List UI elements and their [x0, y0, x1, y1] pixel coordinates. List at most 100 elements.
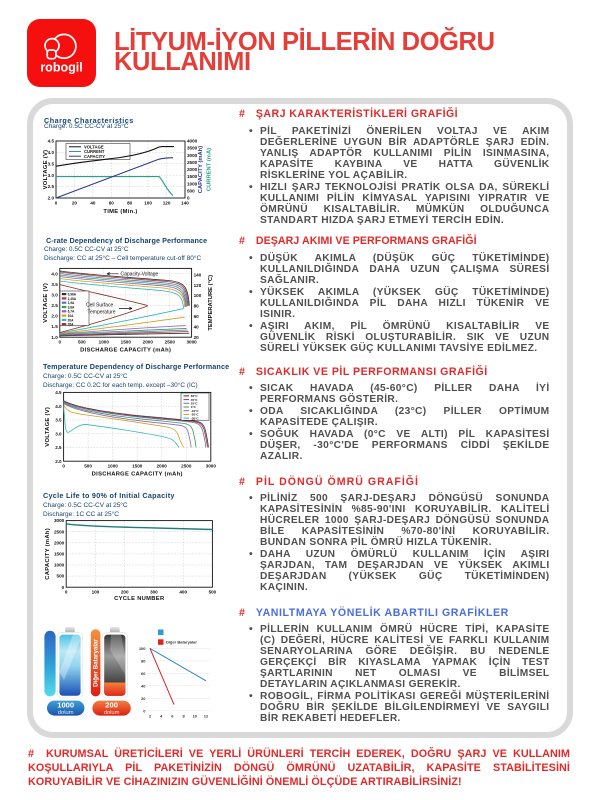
svg-text:2.0: 2.0 — [55, 459, 62, 464]
svg-text:0: 0 — [62, 585, 65, 590]
svg-text:500: 500 — [57, 574, 65, 579]
svg-text:2000: 2000 — [187, 167, 198, 172]
svg-text:1.0: 1.0 — [51, 335, 58, 340]
svg-text:3000: 3000 — [186, 339, 197, 344]
svg-text:2.5: 2.5 — [51, 303, 58, 308]
svg-text:2.5: 2.5 — [55, 445, 62, 450]
svg-text:VOLTAGE: VOLTAGE — [84, 144, 104, 149]
svg-text:40: 40 — [194, 324, 200, 329]
svg-text:100: 100 — [144, 201, 152, 206]
svg-text:1000: 1000 — [108, 463, 119, 468]
svg-text:1.5: 1.5 — [51, 324, 58, 329]
svg-text:300: 300 — [150, 589, 158, 594]
svg-text:1500: 1500 — [54, 552, 65, 557]
svg-text:robogil: robogil — [40, 61, 82, 75]
svg-text:3000: 3000 — [54, 518, 65, 523]
svg-text:80: 80 — [194, 304, 200, 309]
svg-text:1000: 1000 — [187, 181, 198, 186]
svg-text:1000: 1000 — [99, 339, 110, 344]
svg-text:1,45A: 1,45A — [68, 297, 77, 301]
svg-text:3.0: 3.0 — [51, 293, 58, 298]
svg-text:1500: 1500 — [121, 339, 132, 344]
svg-text:3.5: 3.5 — [55, 418, 62, 423]
svg-text:VOLTAGE (V): VOLTAGE (V) — [43, 283, 49, 323]
svg-text:60: 60 — [141, 671, 146, 676]
svg-text:6: 6 — [171, 714, 174, 719]
svg-text:500: 500 — [187, 189, 195, 194]
svg-text:20: 20 — [141, 696, 146, 701]
svg-text:4.0: 4.0 — [51, 271, 58, 276]
svg-text:120: 120 — [194, 283, 202, 288]
svg-text:1000: 1000 — [54, 563, 65, 568]
svg-text:VOLTAGE (V): VOLTAGE (V) — [45, 407, 51, 447]
svg-text:20A: 20A — [68, 318, 75, 322]
svg-text:140: 140 — [181, 201, 189, 206]
svg-text:3.0: 3.0 — [48, 173, 55, 178]
svg-text:CAPACITY (mAh): CAPACITY (mAh) — [198, 146, 204, 194]
svg-text:1,9A: 1,9A — [68, 301, 75, 305]
svg-text:3,8A: 3,8A — [68, 305, 75, 309]
svg-text:0: 0 — [143, 708, 146, 713]
svg-text:40: 40 — [141, 683, 146, 688]
svg-text:6,7A: 6,7A — [68, 310, 75, 314]
svg-text:500: 500 — [84, 463, 92, 468]
svg-text:Diğer Bataryalar: Diğer Bataryalar — [93, 639, 100, 687]
svg-text:400: 400 — [179, 589, 187, 594]
svg-text:dolum: dolum — [104, 710, 120, 716]
svg-text:-20°C: -20°C — [191, 413, 200, 417]
svg-text:0: 0 — [62, 463, 65, 468]
svg-text:80: 80 — [141, 659, 146, 664]
svg-text:3000: 3000 — [206, 463, 217, 468]
svg-text:4000: 4000 — [187, 139, 198, 144]
svg-text:4: 4 — [160, 714, 163, 719]
svg-text:TEMPERATURE (°C): TEMPERATURE (°C) — [208, 275, 214, 331]
svg-text:20: 20 — [72, 201, 78, 206]
svg-text:8: 8 — [182, 714, 185, 719]
svg-text:0°C: 0°C — [191, 405, 197, 409]
svg-text:-30°C: -30°C — [191, 416, 200, 420]
svg-text:140: 140 — [194, 272, 202, 277]
svg-text:2000: 2000 — [157, 463, 168, 468]
svg-text:dolum: dolum — [58, 710, 74, 716]
svg-text:26A: 26A — [68, 323, 75, 327]
svg-text:-10°C: -10°C — [191, 409, 200, 413]
svg-text:40: 40 — [90, 201, 96, 206]
svg-text:2000: 2000 — [54, 540, 65, 545]
svg-text:Cell Surface: Cell Surface — [86, 303, 113, 309]
svg-text:DISCHARGE CAPACITY (mAh): DISCHARGE CAPACITY (mAh) — [92, 472, 183, 478]
svg-text:4.5: 4.5 — [48, 139, 55, 144]
svg-text:12: 12 — [204, 714, 209, 719]
svg-text:DISCHARGE CAPACITY (mAh): DISCHARGE CAPACITY (mAh) — [80, 348, 171, 354]
svg-text:2500: 2500 — [181, 463, 192, 468]
svg-text:4.0: 4.0 — [48, 150, 55, 155]
svg-text:2500: 2500 — [54, 529, 65, 534]
svg-text:2.0: 2.0 — [51, 314, 58, 319]
svg-text:2500: 2500 — [187, 160, 198, 165]
svg-text:4.0: 4.0 — [55, 404, 62, 409]
svg-text:CURRENT (mA): CURRENT (mA) — [207, 148, 213, 191]
svg-text:100: 100 — [194, 293, 202, 298]
svg-text:Temperature: Temperature — [88, 310, 116, 316]
svg-text:100: 100 — [139, 646, 146, 651]
svg-text:120: 120 — [163, 201, 171, 206]
svg-text:3500: 3500 — [187, 146, 198, 151]
svg-text:Capacity-Voltage: Capacity-Voltage — [121, 272, 159, 278]
svg-text:200: 200 — [105, 701, 118, 710]
svg-text:0: 0 — [65, 589, 68, 594]
svg-text:80: 80 — [127, 201, 133, 206]
svg-text:45°C: 45°C — [191, 398, 199, 402]
svg-text:500: 500 — [78, 339, 86, 344]
svg-text:2000: 2000 — [143, 339, 154, 344]
svg-text:VOLTAGE (V): VOLTAGE (V) — [43, 150, 49, 190]
svg-text:1000: 1000 — [57, 701, 74, 710]
svg-text:10: 10 — [193, 714, 198, 719]
svg-text:3.5: 3.5 — [51, 282, 58, 287]
svg-text:10A: 10A — [68, 314, 75, 318]
svg-text:3000: 3000 — [187, 153, 198, 158]
svg-text:CYCLE NUMBER: CYCLE NUMBER — [114, 596, 165, 602]
svg-text:CURRENT: CURRENT — [84, 149, 105, 154]
svg-text:20: 20 — [194, 335, 200, 340]
svg-text:Diğer Bataryalar: Diğer Bataryalar — [166, 640, 197, 645]
svg-text:TIME (Min.): TIME (Min.) — [103, 209, 137, 215]
svg-text:2.0: 2.0 — [48, 196, 55, 201]
